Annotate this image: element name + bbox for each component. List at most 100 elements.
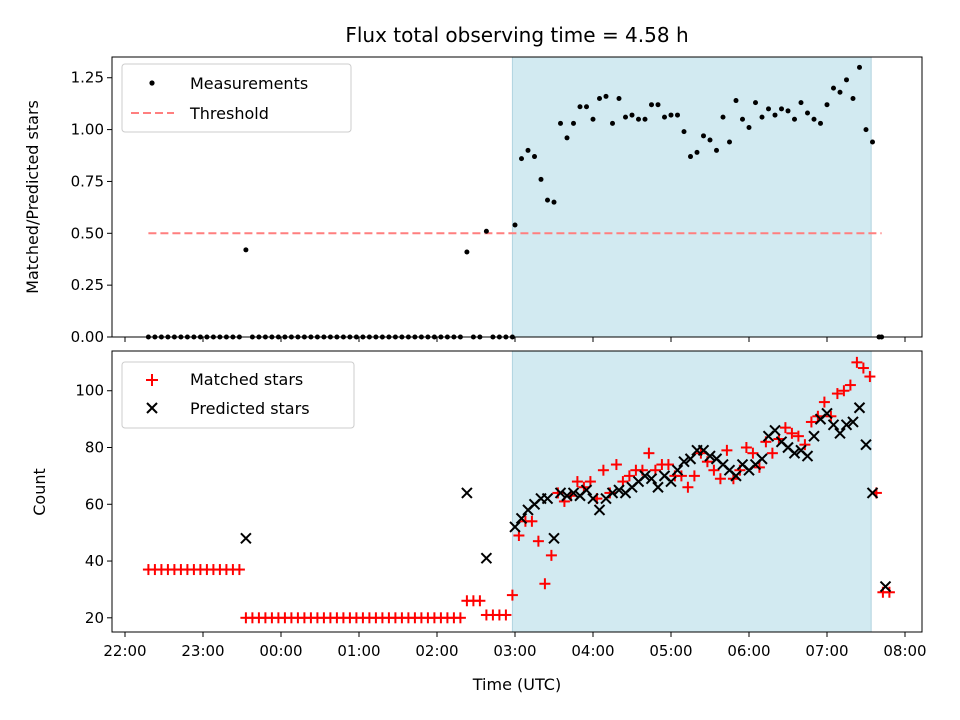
matched-stars-point: [643, 447, 655, 459]
predicted-stars-point: [665, 475, 677, 488]
measurement-point: [779, 106, 784, 112]
predicted-stars-point: [567, 487, 580, 499]
predicted-stars-point: [827, 419, 840, 431]
measurement-point: [850, 95, 856, 101]
shaded-region: [511, 350, 872, 633]
predicted-stars-point: [866, 487, 879, 499]
measurement-point: [837, 89, 843, 95]
measurement-point: [772, 112, 778, 118]
measurement-point: [558, 120, 563, 126]
predicted-stars-point: [671, 464, 684, 476]
matched-stars-point: [571, 476, 583, 488]
matched-stars-point: [883, 586, 895, 598]
measurement-point: [746, 125, 752, 131]
matched-stars-point: [740, 442, 752, 454]
bottom-legend: Matched stars Predicted stars: [121, 361, 355, 429]
measurement-point: [681, 129, 687, 135]
matched-stars-point: [805, 416, 817, 428]
bottom-panel: 20 40 60 80 100 22:00 23:00 00:00 01:00 02:00 03:…: [30, 350, 927, 694]
top-legend-box: [121, 63, 352, 133]
legend-matched-label: Matched stars: [190, 370, 303, 389]
predicted-stars-point: [769, 424, 781, 437]
measurement-point: [564, 135, 570, 141]
matched-stars-point: [844, 379, 856, 391]
measurement-point: [668, 112, 674, 118]
predicted-stars-point: [704, 450, 716, 462]
matched-stars-point: [721, 444, 733, 456]
measurement-point: [759, 114, 765, 120]
predicted-stars-point: [461, 487, 473, 499]
measurement-point: [844, 77, 849, 83]
x-axis-label: Time (UTC): [472, 675, 561, 694]
predicted-stars-point: [801, 450, 814, 462]
measurement-point: [707, 137, 713, 143]
matched-stars-point: [799, 439, 811, 451]
measurement-point: [792, 116, 797, 122]
y-tick-label: 20: [85, 609, 104, 627]
top-panel-frame: [111, 56, 923, 338]
predicted-stars-point: [606, 487, 619, 499]
measurement-point: [649, 102, 654, 108]
matched-stars-point: [831, 388, 843, 400]
y-tick-label: 0.75: [71, 172, 104, 190]
measurement-point: [785, 108, 791, 114]
measurement-point: [464, 249, 470, 255]
measurement-point: [870, 139, 875, 145]
top-legend: Measurements Threshold: [121, 63, 352, 133]
y-tick-label: 80: [85, 439, 104, 457]
x-tick-label: 01:00: [337, 642, 380, 660]
matched-stars-point: [532, 535, 544, 547]
matched-stars-point: [766, 447, 778, 459]
measurement-point: [818, 120, 823, 126]
measurement-point: [727, 139, 732, 145]
matched-stars-point: [500, 609, 512, 621]
measurement-point: [243, 247, 249, 253]
legend-measurements-marker: [149, 80, 155, 86]
measurement-point: [733, 98, 739, 104]
predicted-stars-point: [480, 552, 493, 564]
bottom-shaded-interval: [511, 350, 872, 633]
measurement-point: [603, 93, 609, 99]
matched-stars-point: [779, 422, 791, 434]
predicted-stars-point: [860, 438, 872, 451]
matched-stars-point: [838, 385, 850, 397]
measurement-point: [701, 133, 706, 139]
matched-stars-point: [506, 589, 518, 601]
bottom-panel-frame: [111, 350, 923, 633]
measurement-point: [688, 154, 693, 160]
measurement-point: [525, 147, 531, 153]
x-tick-label: 07:00: [805, 642, 848, 660]
matched-stars-point: [610, 459, 622, 471]
measurement-point: [636, 116, 641, 122]
measurement-point: [863, 127, 869, 133]
x-tick-label: 06:00: [727, 642, 770, 660]
top-y-axis-label: Matched/Predicted stars: [23, 100, 42, 294]
x-tick-label: 08:00: [883, 642, 926, 660]
measurement-point: [512, 222, 518, 228]
predicted-stars-point: [645, 473, 658, 485]
predicted-stars-point: [730, 470, 742, 482]
predicted-stars-point: [515, 512, 528, 525]
y-tick-label: 60: [85, 495, 104, 513]
predicted-stars-point: [684, 453, 697, 465]
y-tick-label: 40: [85, 552, 104, 570]
bottom-legend-box: [121, 361, 355, 429]
measurement-point: [824, 102, 830, 108]
measurement-point: [584, 104, 589, 110]
measurement-point: [662, 114, 667, 120]
measurement-point: [545, 197, 550, 203]
matched-stars-point: [688, 470, 700, 482]
predicted-stars-point: [879, 580, 892, 593]
matched-stars-point: [818, 396, 830, 408]
y-tick-label: 0.00: [71, 328, 104, 346]
matched-stars-point: [857, 362, 869, 374]
measurement-point: [616, 95, 622, 101]
x-tick-label: 23:00: [181, 642, 224, 660]
y-tick-label: 1.00: [71, 121, 104, 139]
predicted-stars-point: [509, 521, 521, 533]
legend-predicted-marker: [146, 402, 158, 414]
predicted-stars-point: [652, 481, 664, 493]
measurement-point: [571, 120, 576, 126]
measurement-point: [753, 100, 758, 106]
predicted-stars-point: [756, 453, 768, 465]
